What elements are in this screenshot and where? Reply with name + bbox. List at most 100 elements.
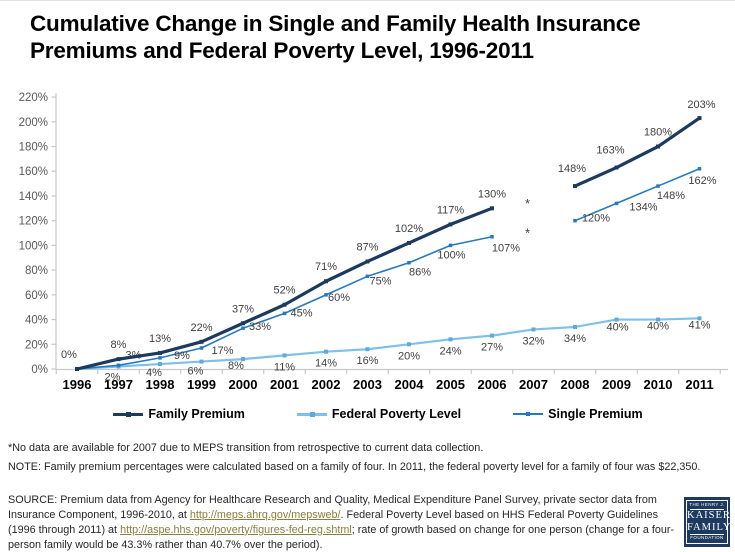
fpl-data-label: 2% [105, 372, 121, 384]
fpl-marker [407, 342, 411, 347]
fpl-marker [573, 324, 577, 329]
y-tick-label: 40% [25, 315, 48, 327]
x-tick-label: 1996 [63, 377, 92, 392]
fpl-data-label: 24% [439, 345, 461, 357]
logo-divider [690, 534, 724, 536]
single-marker [656, 184, 660, 188]
family-marker [365, 259, 370, 264]
fpl-data-label: 34% [564, 333, 586, 345]
family-marker [573, 184, 577, 189]
family-data-label: 180% [644, 127, 672, 139]
x-tick-label: 2009 [602, 377, 631, 392]
federal-poverty-level-line-icon [296, 411, 327, 418]
x-tick-label: 2006 [478, 377, 507, 392]
single-data-label: 120% [582, 213, 610, 225]
family-data-label: 102% [395, 223, 423, 235]
x-tick-label: 2008 [561, 377, 590, 392]
chart-title: Cumulative Change in Single and Family H… [30, 11, 641, 64]
family-data-label: 13% [149, 333, 171, 345]
family-marker [199, 339, 204, 344]
single-marker [365, 274, 370, 279]
y-tick-label: 180% [19, 142, 48, 154]
x-tick-label: 2001 [270, 377, 299, 392]
family-marker [697, 116, 702, 121]
y-axis: 0% 20% 40% 60% 80% 100% 120% 140% 160% 180% 200% 22… [19, 92, 57, 376]
fpl-data-label: 40% [606, 322, 628, 334]
family-marker [656, 144, 660, 149]
source-text: ; rate of growth based on change for one… [8, 523, 675, 551]
single-marker [199, 346, 204, 350]
family-marker [490, 206, 494, 211]
fpl-marker [531, 327, 536, 332]
series-single: 3% 9% 17%33%45%60%75%86%100%107%120%134%14… [75, 167, 717, 371]
single-data-label: 100% [437, 249, 465, 261]
fpl-line [76, 317, 700, 371]
x-tick-label: 2003 [353, 377, 382, 392]
fpl-marker [282, 353, 287, 358]
y-tick-label: 120% [19, 216, 48, 228]
family-marker [282, 302, 287, 307]
x-tick-label: 2010 [644, 377, 673, 392]
y-tick-label: 60% [25, 290, 48, 302]
x-tick-label: 2007 [519, 377, 548, 392]
fpl-data-label: 32% [522, 335, 544, 347]
single-data-label: 75% [369, 275, 391, 287]
family-marker [448, 222, 453, 227]
family-marker [324, 279, 328, 284]
single-marker [614, 201, 619, 206]
family-data-label: 148% [558, 163, 586, 175]
family-data-label: 52% [273, 285, 295, 297]
single-data-label: 45% [290, 307, 312, 319]
fpl-data-label: 8% [228, 360, 244, 372]
y-tick-label: 140% [19, 191, 48, 203]
single-data-label: 148% [657, 190, 685, 202]
fpl-marker [199, 359, 204, 364]
series-family: 0%8%13%22%37%52%71%87%102%117%130%148%16… [61, 99, 716, 371]
single-marker [241, 326, 245, 330]
single-marker [158, 356, 162, 360]
family-data-label: 0% [61, 349, 77, 361]
x-tick-label: 2000 [229, 377, 258, 392]
x-axis: 1996 1997 1998 1999 2000 2001 2002 2003 2004 2005… [55, 368, 728, 392]
fpl-marker [656, 317, 660, 322]
fpl-marker [365, 347, 370, 352]
family-line [574, 116, 701, 188]
fpl-marker [614, 317, 619, 322]
single-data-label: 162% [688, 175, 716, 187]
family-data-label: 117% [437, 204, 465, 216]
single-marker [490, 234, 494, 239]
y-tick-label: 200% [19, 117, 48, 129]
aspe-link[interactable]: http://aspe.hhs.gov/poverty/figures-fed-… [120, 523, 352, 536]
x-tick-label: 1999 [187, 377, 216, 392]
family-data-label: 37% [232, 303, 254, 315]
single-marker [116, 363, 121, 368]
x-tick-label: 1998 [146, 377, 175, 392]
fpl-data-label: 4% [146, 367, 162, 379]
fpl-data-label: 40% [647, 321, 669, 333]
family-data-label: 203% [687, 99, 715, 111]
fpl-data-label: 11% [274, 361, 295, 373]
fpl-marker [241, 357, 245, 362]
family-marker [614, 165, 619, 170]
source-text: SOURCE: Premium data from Agency for Hea… [8, 494, 657, 521]
y-tick-label: 0% [31, 364, 48, 376]
x-tick-label: 2002 [312, 377, 341, 392]
logo-text: KAISER [687, 509, 731, 521]
meps-link[interactable]: http://meps.ahrq.gov/mepsweb/ [189, 508, 341, 521]
family-data-label: 130% [478, 188, 506, 200]
legend-label: Family Premium [148, 407, 245, 421]
x-tick-label: 1997 [104, 377, 133, 392]
fpl-data-label: 14% [315, 358, 337, 370]
family-marker [158, 350, 162, 355]
single-premium-line-icon [513, 411, 544, 418]
logo-text: FOUNDATION [690, 535, 724, 541]
y-tick-label: 160% [19, 166, 48, 178]
kaiser-family-foundation-logo: THE HENRY J. KAISER FAMILY FOUNDATION [684, 497, 730, 547]
single-data-label: 9% [174, 350, 190, 362]
fpl-marker [158, 362, 162, 367]
footnote-asterisk: *No data are available for 2007 due to M… [8, 442, 484, 454]
family-data-label: 71% [315, 261, 337, 273]
source-text: . Federal Poverty Level based on HHS Fed… [8, 508, 658, 536]
single-data-label: 107% [492, 243, 520, 255]
fpl-data-label: 20% [398, 350, 420, 362]
